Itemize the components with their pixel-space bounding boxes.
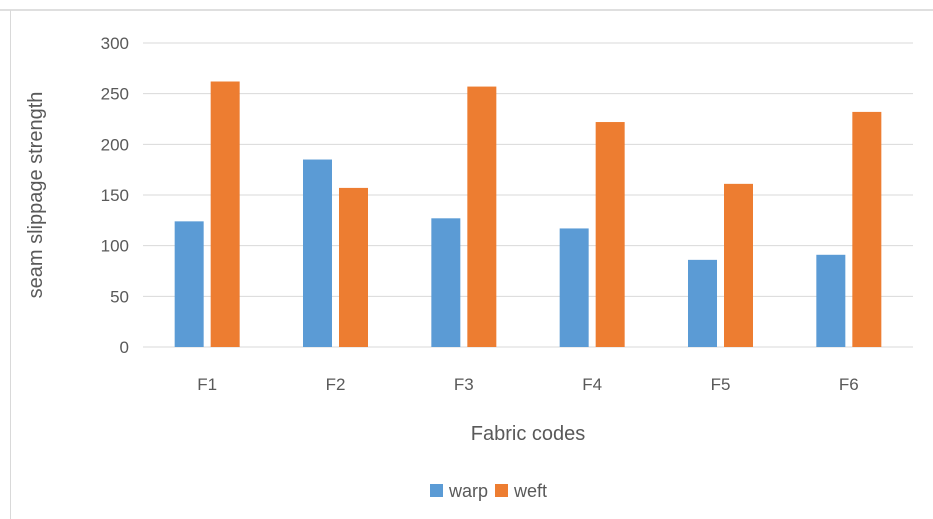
y-tick-label: 100 <box>101 237 129 256</box>
x-tick-label: F3 <box>454 375 474 394</box>
y-tick-label: 300 <box>101 34 129 53</box>
bars <box>174 81 882 348</box>
x-tick-label: F6 <box>839 375 859 394</box>
gridlines <box>143 42 913 348</box>
legend: warp weft <box>430 481 547 501</box>
y-tick-label: 250 <box>101 85 129 104</box>
x-axis-ticks: F1 F2 F3 F4 F5 F6 <box>197 375 859 394</box>
bar-weft-F6 <box>852 111 882 347</box>
bar-warp-F1 <box>174 221 204 347</box>
bar-warp-F4 <box>559 228 589 347</box>
x-tick-label: F5 <box>711 375 731 394</box>
y-tick-label: 0 <box>120 338 129 357</box>
bar-weft-F5 <box>724 183 753 347</box>
bar-weft-F3 <box>467 86 497 347</box>
y-axis-ticks: 0 50 100 150 200 250 300 <box>101 34 129 357</box>
y-tick-label: 50 <box>110 287 129 306</box>
x-tick-label: F1 <box>197 375 217 394</box>
x-tick-label: F2 <box>326 375 346 394</box>
legend-swatch-weft <box>495 484 508 497</box>
bar-warp-F5 <box>688 259 717 347</box>
legend-swatch-warp <box>430 484 443 497</box>
legend-label-weft: weft <box>513 481 547 501</box>
bar-weft-F2 <box>339 187 368 347</box>
y-tick-label: 150 <box>101 186 129 205</box>
bar-warp-F2 <box>303 159 332 347</box>
bar-warp-F3 <box>431 218 461 347</box>
legend-label-warp: warp <box>448 481 488 501</box>
bar-warp-F6 <box>816 254 846 347</box>
y-axis-title: seam slippage strength <box>25 92 47 299</box>
bar-weft-F1 <box>210 81 240 348</box>
bar-weft-F4 <box>595 122 625 347</box>
y-tick-label: 200 <box>101 135 129 154</box>
x-axis-title: Fabric codes <box>471 423 586 445</box>
x-tick-label: F4 <box>582 375 602 394</box>
